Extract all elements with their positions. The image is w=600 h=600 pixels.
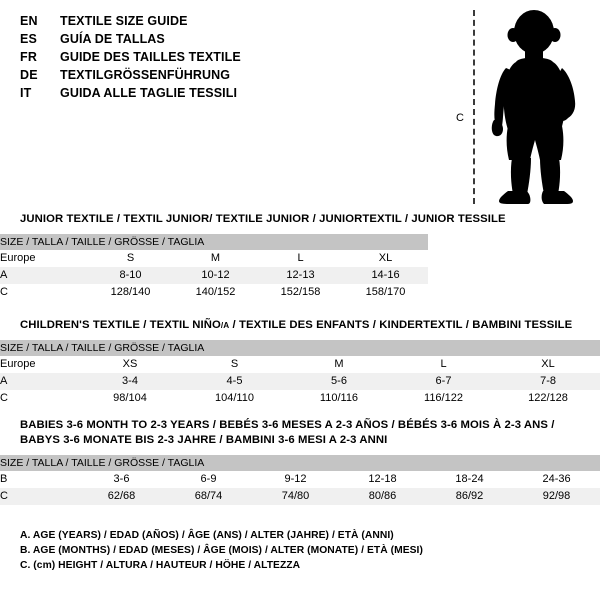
section-childrens-textile: CHILDREN'S TEXTILE / TEXTIL NIÑO/A / TEX… (0, 318, 600, 407)
table-cell: S (182, 356, 287, 373)
table-cell: XL (496, 356, 600, 373)
table-cell: 152/158 (258, 284, 343, 301)
language-row: EN TEXTILE SIZE GUIDE (20, 12, 440, 30)
table-cell: 6-7 (391, 373, 496, 390)
table-cell: 3-6 (78, 471, 165, 488)
row-label: C (0, 284, 88, 301)
children-size-table: SIZE / TALLA / TAILLE / GRÖSSE / TAGLIA … (0, 340, 600, 407)
table-row: Europe XS S M L XL (0, 356, 600, 373)
row-label: C (0, 488, 78, 505)
table-row: A 8-10 10-12 12-13 14-16 (0, 267, 429, 284)
language-title: TEXTILGRÖSSENFÜHRUNG (60, 68, 231, 82)
table-cell: 5-6 (287, 373, 391, 390)
language-row: ES GUÍA DE TALLAS (20, 30, 440, 48)
table-row: B 3-6 6-9 9-12 12-18 18-24 24-36 (0, 471, 600, 488)
table-cell: 7-8 (496, 373, 600, 390)
language-row: DE TEXTILGRÖSSENFÜHRUNG (20, 66, 440, 84)
language-title: TEXTILE SIZE GUIDE (60, 14, 188, 28)
language-title: GUIDA ALLE TAGLIE TESSILI (60, 86, 238, 100)
language-code: EN (20, 14, 38, 28)
table-row: C 98/104 104/110 110/116 116/122 122/128 (0, 390, 600, 407)
language-code: FR (20, 50, 38, 64)
table-cell: 74/80 (252, 488, 339, 505)
footnote-b: B. AGE (MONTHS) / EDAD (MESES) / ÂGE (MO… (20, 545, 423, 556)
table-cell: L (258, 250, 343, 267)
language-code: ES (20, 32, 38, 46)
babies-section-title-line1: BABIES 3-6 MONTH TO 2-3 YEARS / BEBÉS 3-… (20, 419, 555, 431)
table-cell: 68/74 (165, 488, 252, 505)
table-cell: 3-4 (78, 373, 182, 390)
table-cell: 104/110 (182, 390, 287, 407)
table-cell: 98/104 (78, 390, 182, 407)
table-cell: L (391, 356, 496, 373)
table-cell: 128/140 (88, 284, 173, 301)
language-code: IT (20, 86, 32, 100)
row-label: Europe (0, 356, 78, 373)
junior-band-label: SIZE / TALLA / TAILLE / GRÖSSE / TAGLIA (0, 234, 429, 250)
junior-size-table: SIZE / TALLA / TAILLE / GRÖSSE / TAGLIA … (0, 234, 429, 301)
table-cell: S (88, 250, 173, 267)
table-cell: 80/86 (339, 488, 426, 505)
table-cell: M (173, 250, 258, 267)
table-cell: 110/116 (287, 390, 391, 407)
table-cell: 92/98 (513, 488, 600, 505)
table-cell: 9-12 (252, 471, 339, 488)
table-cell: 12-18 (339, 471, 426, 488)
children-title-part1: CHILDREN'S TEXTILE / TEXTIL NIÑO (20, 319, 221, 331)
junior-table-band-row: SIZE / TALLA / TAILLE / GRÖSSE / TAGLIA (0, 234, 429, 250)
table-cell: 116/122 (391, 390, 496, 407)
language-code: DE (20, 68, 38, 82)
height-indicator-label: C (456, 112, 465, 124)
children-table-band-row: SIZE / TALLA / TAILLE / GRÖSSE / TAGLIA (0, 340, 600, 356)
table-cell: 24-36 (513, 471, 600, 488)
table-cell: 140/152 (173, 284, 258, 301)
row-label: A (0, 267, 88, 284)
children-section-title: CHILDREN'S TEXTILE / TEXTIL NIÑO/A / TEX… (0, 318, 600, 333)
table-cell: 6-9 (165, 471, 252, 488)
babies-section-title-line2: BABYS 3-6 MONATE BIS 2-3 JAHRE / BAMBINI… (20, 434, 388, 446)
footnote-c: C. (cm) HEIGHT / ALTURA / HAUTEUR / HÖHE… (20, 560, 301, 571)
table-row: C 128/140 140/152 152/158 158/170 (0, 284, 429, 301)
table-cell: 122/128 (496, 390, 600, 407)
height-dashed-line (473, 10, 475, 204)
language-title: GUIDE DES TAILLES TEXTILE (60, 50, 241, 64)
children-title-part2: / TEXTILE DES ENFANTS / KINDERTEXTIL / B… (229, 319, 573, 331)
table-cell: 10-12 (173, 267, 258, 284)
table-cell: 18-24 (426, 471, 513, 488)
row-label: A (0, 373, 78, 390)
toddler-silhouette-icon (491, 10, 576, 204)
section-babies-textile: BABIES 3-6 MONTH TO 2-3 YEARS / BEBÉS 3-… (0, 418, 600, 505)
table-cell: 4-5 (182, 373, 287, 390)
table-cell: 158/170 (343, 284, 429, 301)
table-cell: 86/92 (426, 488, 513, 505)
language-row: IT GUIDA ALLE TAGLIE TESSILI (20, 84, 440, 102)
section-junior-textile: JUNIOR TEXTILE / TEXTIL JUNIOR/ TEXTILE … (0, 212, 600, 301)
language-title-list: EN TEXTILE SIZE GUIDE ES GUÍA DE TALLAS … (20, 12, 440, 102)
table-cell: 12-13 (258, 267, 343, 284)
height-measurement-figure: C (448, 6, 598, 206)
row-label: Europe (0, 250, 88, 267)
table-cell: 8-10 (88, 267, 173, 284)
row-label: B (0, 471, 78, 488)
table-row: C 62/68 68/74 74/80 80/86 86/92 92/98 (0, 488, 600, 505)
babies-table-band-row: SIZE / TALLA / TAILLE / GRÖSSE / TAGLIA (0, 455, 600, 471)
junior-section-title: JUNIOR TEXTILE / TEXTIL JUNIOR/ TEXTILE … (20, 213, 506, 225)
table-row: Europe S M L XL (0, 250, 429, 267)
babies-size-table: SIZE / TALLA / TAILLE / GRÖSSE / TAGLIA … (0, 455, 600, 505)
language-row: FR GUIDE DES TAILLES TEXTILE (20, 48, 440, 66)
children-title-subscript: /A (220, 321, 230, 330)
babies-band-label: SIZE / TALLA / TAILLE / GRÖSSE / TAGLIA (0, 455, 600, 471)
table-cell: 14-16 (343, 267, 429, 284)
table-row: A 3-4 4-5 5-6 6-7 7-8 (0, 373, 600, 390)
table-cell: XL (343, 250, 429, 267)
language-title: GUÍA DE TALLAS (60, 32, 165, 46)
legend-footnotes: A. AGE (YEARS) / EDAD (AÑOS) / ÂGE (ANS)… (20, 528, 580, 573)
row-label: C (0, 390, 78, 407)
table-cell: 62/68 (78, 488, 165, 505)
children-band-label: SIZE / TALLA / TAILLE / GRÖSSE / TAGLIA (0, 340, 600, 356)
table-cell: XS (78, 356, 182, 373)
footnote-a: A. AGE (YEARS) / EDAD (AÑOS) / ÂGE (ANS)… (20, 530, 394, 541)
table-cell: M (287, 356, 391, 373)
